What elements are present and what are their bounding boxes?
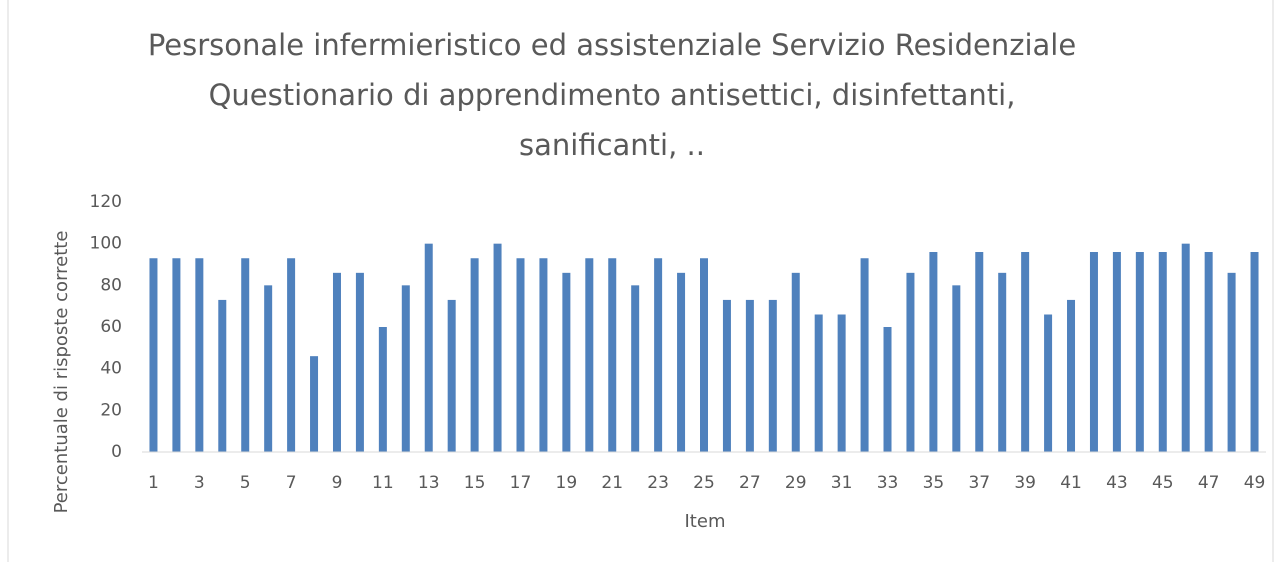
bar (1044, 314, 1053, 452)
bar (287, 258, 296, 452)
bar (355, 272, 364, 452)
x-tick-label: 33 (877, 473, 899, 493)
chart-border (7, 0, 1274, 562)
x-tick-label: 13 (418, 473, 440, 493)
y-tick-label: 60 (100, 317, 122, 337)
bar (516, 258, 525, 452)
bar (1112, 252, 1121, 452)
y-tick-label: 20 (100, 400, 122, 420)
bar (814, 314, 823, 452)
x-tick-label: 1 (148, 473, 159, 493)
x-tick-label: 39 (1014, 473, 1036, 493)
bar (883, 327, 892, 452)
x-tick-label: 27 (739, 473, 761, 493)
x-tick-label: 15 (464, 473, 486, 493)
bar (470, 258, 479, 452)
bar (745, 299, 754, 452)
bar (952, 285, 961, 452)
bar (1021, 252, 1030, 452)
bar (424, 243, 433, 452)
x-tick-label: 29 (785, 473, 807, 493)
bar (332, 272, 341, 452)
x-tick-label: 19 (556, 473, 578, 493)
bar (837, 314, 846, 452)
bar (631, 285, 640, 452)
bar (241, 258, 250, 452)
y-tick-label: 40 (100, 359, 122, 379)
x-tick-label: 17 (510, 473, 532, 493)
bar (1158, 252, 1167, 452)
x-tick-label: 11 (372, 473, 394, 493)
bar (1135, 252, 1144, 452)
bar (654, 258, 663, 452)
x-tick-label: 35 (923, 473, 945, 493)
bar (860, 258, 869, 452)
bar (264, 285, 273, 452)
bar (906, 272, 915, 452)
bar (172, 258, 181, 452)
x-tick-label: 23 (647, 473, 669, 493)
bar (722, 299, 731, 452)
x-tick-label: 21 (601, 473, 623, 493)
bar (677, 272, 686, 452)
x-tick-label: 9 (332, 473, 343, 493)
x-tick-label: 3 (194, 473, 205, 493)
y-tick-label: 0 (111, 442, 122, 462)
bar (1204, 252, 1213, 452)
x-tick-label: 37 (968, 473, 990, 493)
bar (585, 258, 594, 452)
x-tick-label: 49 (1244, 473, 1266, 493)
bar (1067, 299, 1076, 452)
bar (791, 272, 800, 452)
y-tick-label: 80 (100, 275, 122, 295)
bar (149, 258, 158, 452)
bar (768, 299, 777, 452)
bar (608, 258, 617, 452)
y-tick-label: 120 (90, 192, 122, 212)
bar (1089, 252, 1098, 452)
bar (218, 299, 227, 452)
bar (1227, 272, 1236, 452)
x-tick-label: 5 (240, 473, 251, 493)
y-tick-label: 100 (90, 234, 122, 254)
bar (401, 285, 410, 452)
bar (975, 252, 984, 452)
bar (700, 258, 708, 452)
bar (493, 243, 502, 452)
bar (1250, 252, 1259, 452)
bar (195, 258, 204, 452)
bar (1181, 243, 1190, 452)
x-tick-label: 43 (1106, 473, 1128, 493)
y-axis-title: Percentuale di risposte corrette (51, 231, 72, 514)
x-tick-label: 47 (1198, 473, 1220, 493)
x-tick-label: 25 (693, 473, 715, 493)
chart-title: Questionario di apprendimento antisettic… (209, 78, 1016, 112)
x-axis-title: Item (685, 511, 726, 532)
bar (378, 327, 387, 452)
x-tick-label: 31 (831, 473, 853, 493)
bar (929, 252, 938, 452)
chart-title: sanificanti, .. (519, 128, 705, 162)
chart-title: Pesrsonale infermieristico ed assistenzi… (148, 28, 1076, 62)
bar (447, 299, 456, 452)
x-tick-label: 7 (286, 473, 297, 493)
bar (310, 356, 319, 452)
x-tick-label: 41 (1060, 473, 1082, 493)
x-tick-label: 45 (1152, 473, 1174, 493)
bar (562, 272, 571, 452)
bar (539, 258, 548, 452)
bar (998, 272, 1007, 452)
